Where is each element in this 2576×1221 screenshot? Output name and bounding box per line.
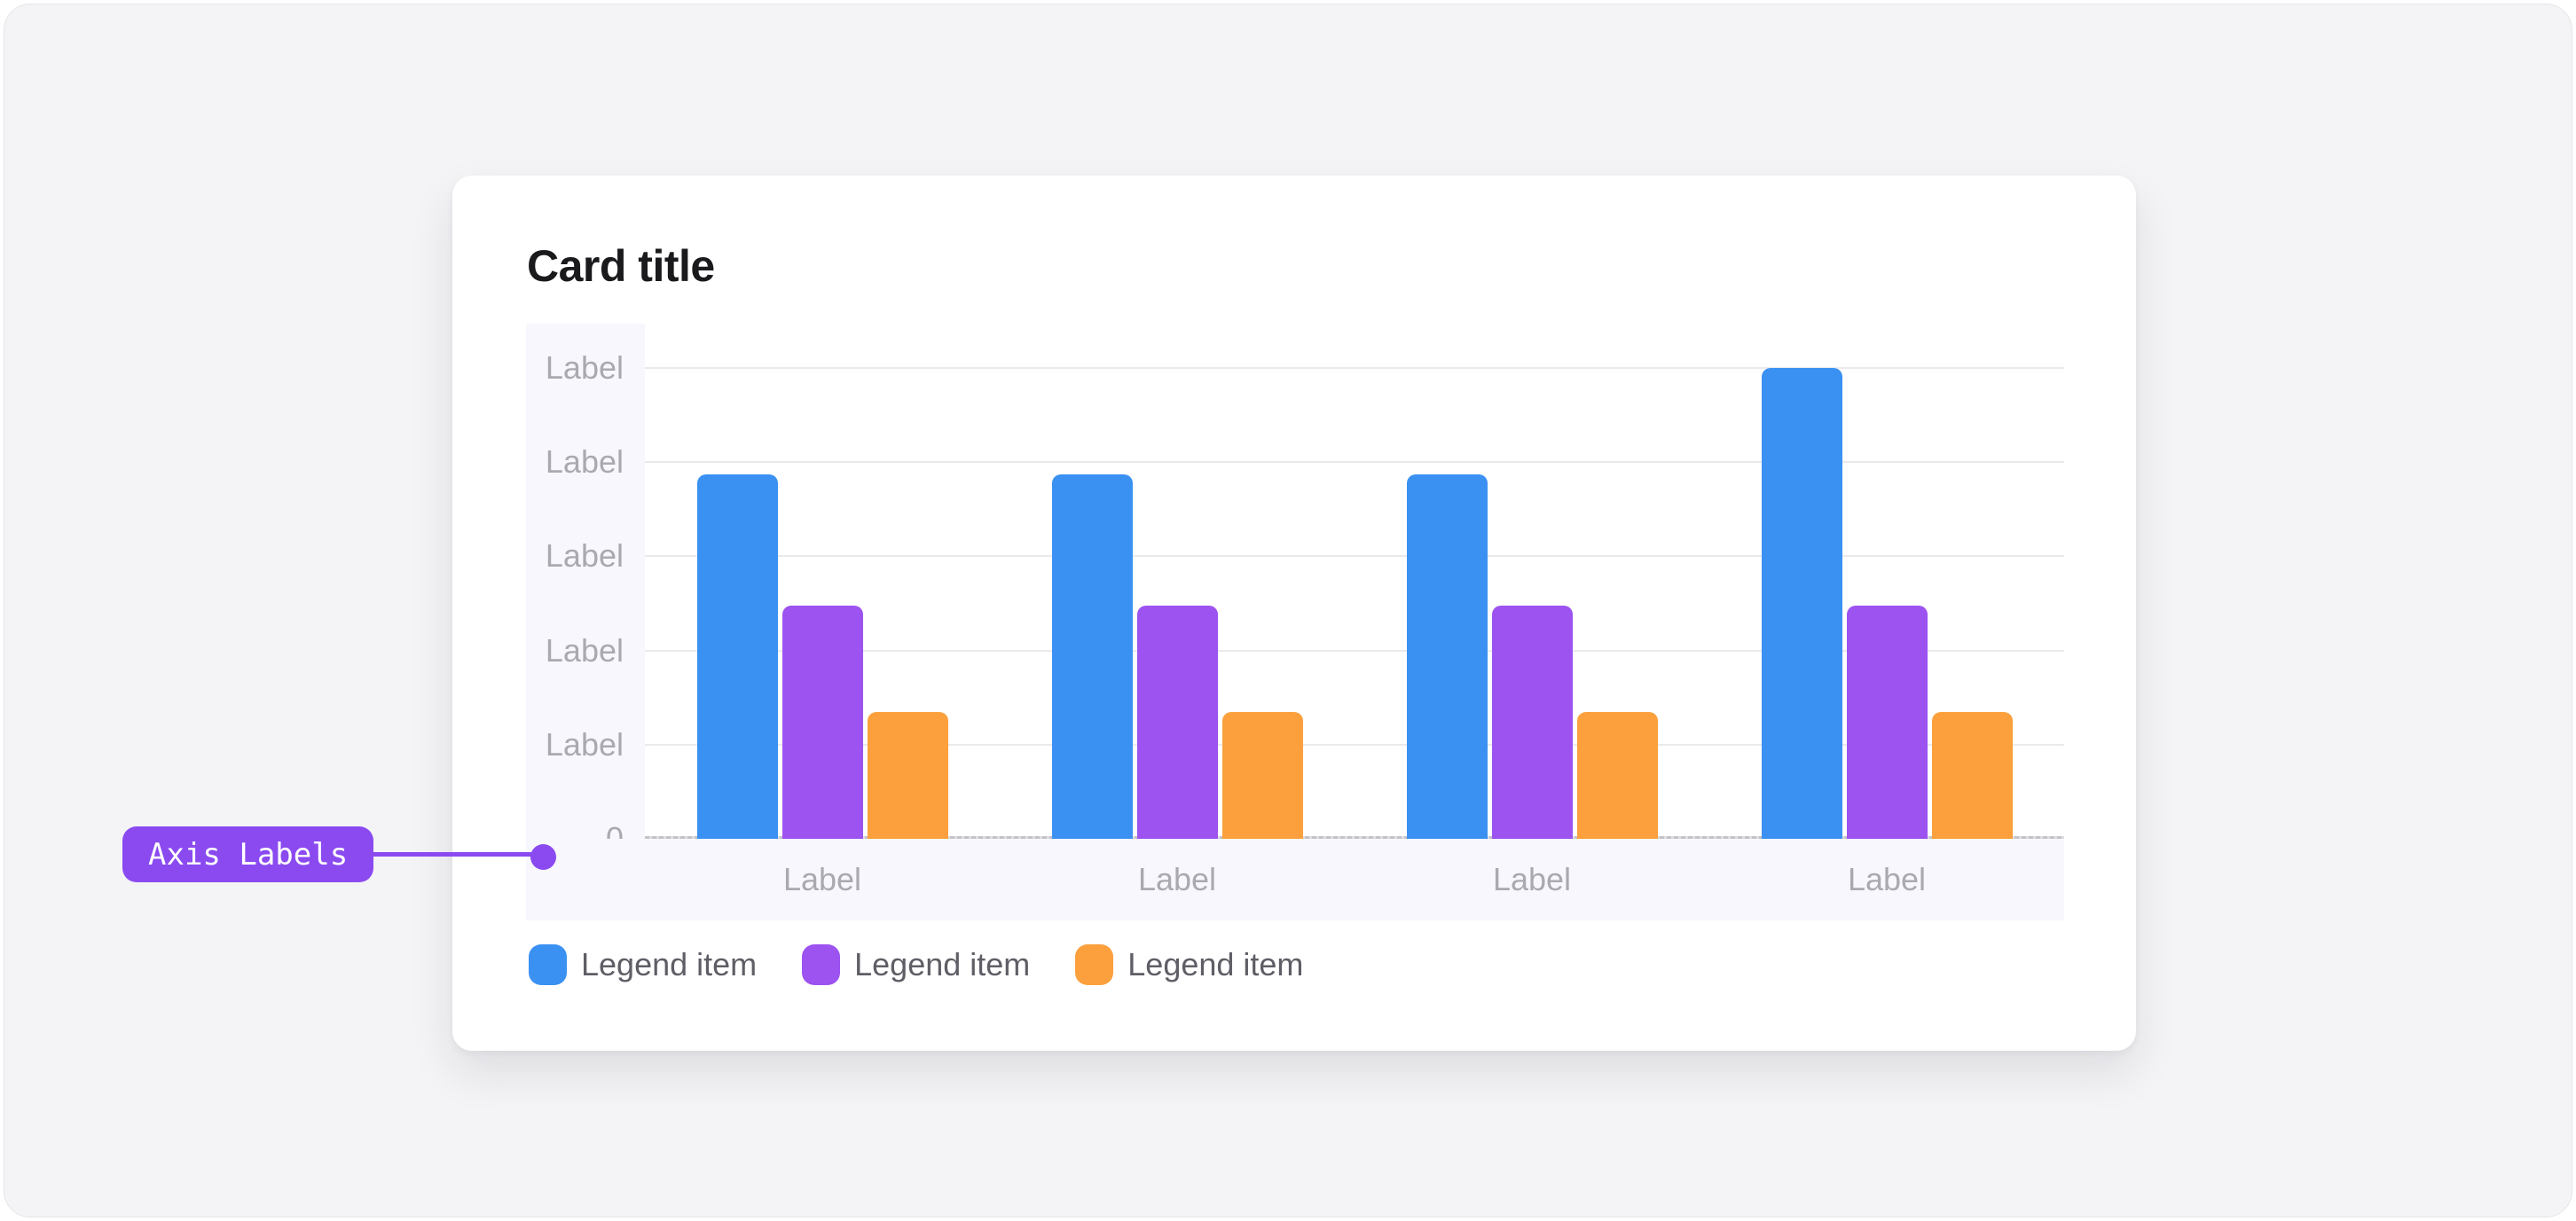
x-axis-tick-label: Label — [782, 861, 862, 897]
chart-card: Card title LabelLabelLabelLabelLabel0 La… — [452, 176, 2136, 1051]
page-background-panel: Card title LabelLabelLabelLabelLabel0 La… — [4, 4, 2572, 1217]
y-axis-tick-label: Label — [545, 537, 624, 575]
chart-legend: Legend item Legend item Legend item — [529, 943, 1303, 986]
y-axis-tick-label: Label — [545, 725, 624, 763]
bar-series-3 — [1931, 711, 2013, 839]
legend-swatch-icon — [529, 944, 567, 985]
gridline — [645, 555, 2064, 558]
legend-item-label: Legend item — [1127, 946, 1304, 982]
x-axis-tick-label: Label — [1847, 861, 1927, 897]
x-axis-tick-label: Label — [1492, 861, 1572, 897]
bar-series-2 — [1491, 605, 1573, 839]
bar-series-1 — [1406, 474, 1488, 839]
legend-swatch-icon — [1075, 944, 1114, 985]
legend-item: Legend item — [802, 944, 1030, 985]
bar-series-1 — [1761, 367, 1842, 839]
bar-series-1 — [696, 474, 778, 839]
bar-series-2 — [1136, 605, 1218, 839]
bar-series-2 — [781, 605, 863, 839]
bar-series-3 — [867, 711, 948, 839]
bar-series-2 — [1846, 605, 1928, 839]
legend-item: Legend item — [529, 944, 757, 985]
x-axis-line — [645, 836, 2064, 839]
y-axis-tick-label: Label — [545, 348, 624, 386]
gridline — [645, 649, 2064, 652]
legend-swatch-icon — [802, 944, 841, 985]
plot-area — [645, 324, 2064, 839]
legend-item: Legend item — [1075, 944, 1303, 985]
card-title: Card title — [527, 241, 715, 291]
annotation-connector-line — [371, 852, 537, 857]
y-axis-tick-label: Label — [545, 443, 624, 481]
y-axis-labels-strip: LabelLabelLabelLabelLabel0 — [526, 324, 645, 920]
y-axis-tick-label: Label — [545, 631, 624, 669]
gridline — [645, 461, 2064, 464]
gridline — [645, 743, 2064, 746]
bar-chart: LabelLabelLabelLabelLabel0 LabelLabelLab… — [526, 324, 2064, 920]
legend-item-label: Legend item — [581, 946, 758, 982]
annotation-connector-dot-icon — [530, 844, 556, 870]
bar-series-3 — [1576, 711, 1658, 839]
gridline — [645, 366, 2064, 369]
bar-series-1 — [1051, 474, 1133, 839]
bar-series-3 — [1221, 711, 1303, 839]
annotation-badge: Axis Labels — [122, 826, 374, 882]
x-axis-labels-strip: Label Label Label Label — [526, 839, 2064, 920]
x-axis-tick-label: Label — [1137, 861, 1217, 897]
legend-item-label: Legend item — [854, 946, 1031, 982]
